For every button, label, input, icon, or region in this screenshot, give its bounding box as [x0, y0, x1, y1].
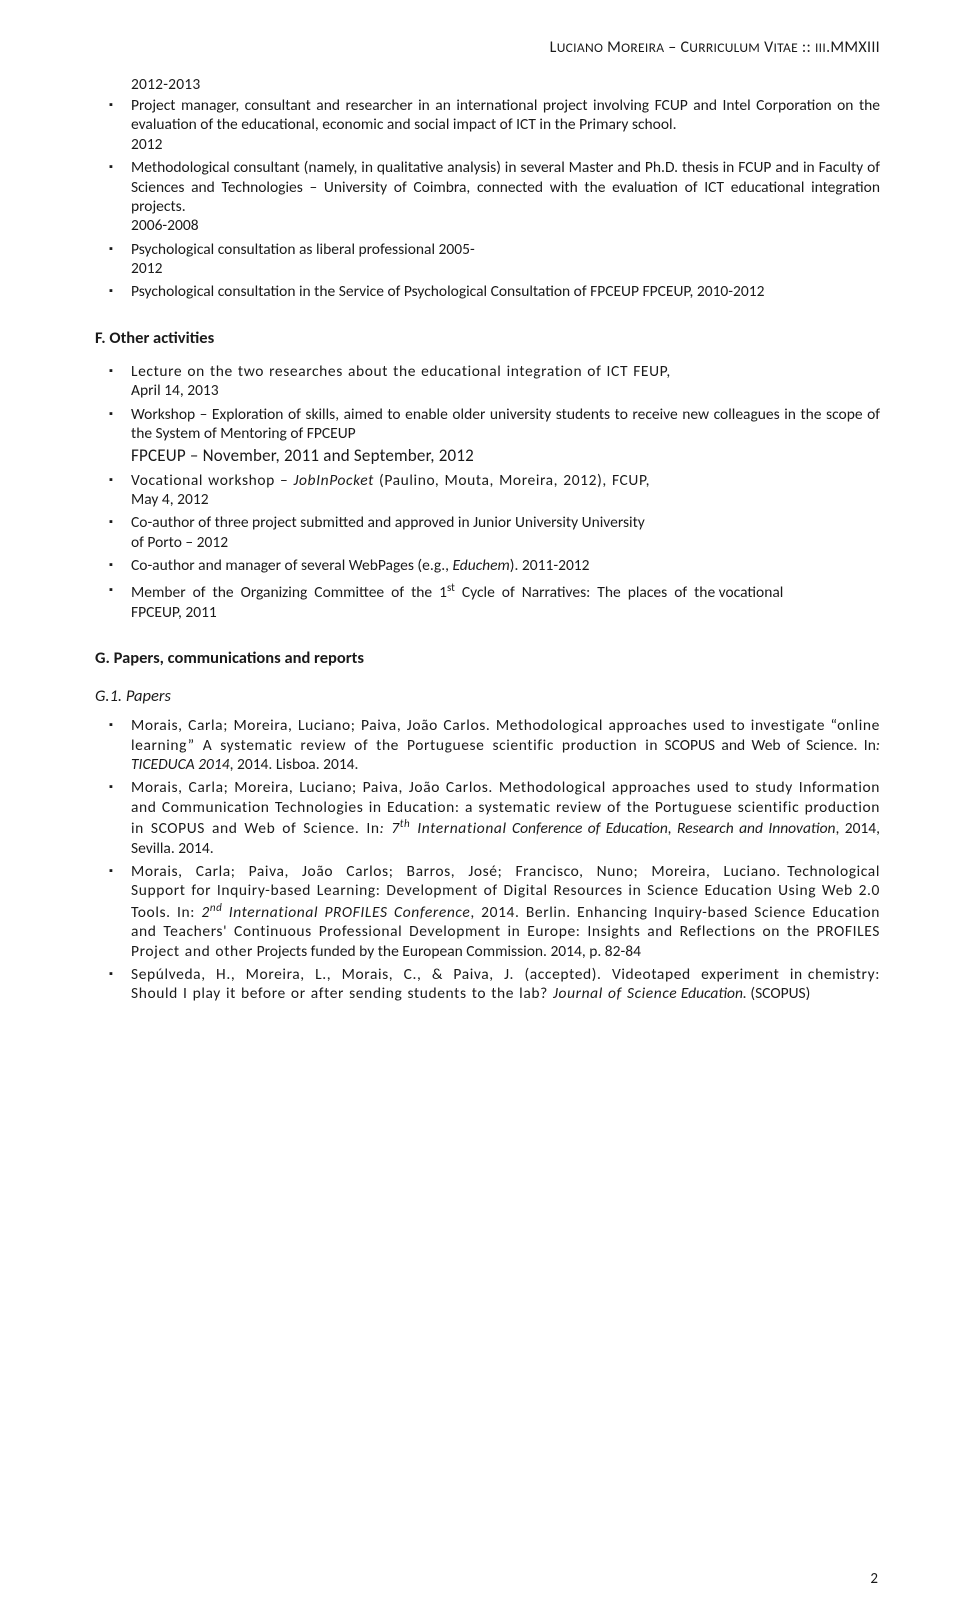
subsection-g1-title: G.1. Papers: [95, 686, 880, 706]
list-item: Project manager, consultant and research…: [131, 96, 880, 154]
page-number: 2: [870, 1570, 878, 1588]
list-item: Morais, Carla; Paiva, João Carlos; Barro…: [131, 862, 880, 961]
list-item: Vocational workshop – JobInPocket (Pauli…: [131, 471, 880, 510]
list-item: Morais, Carla; Moreira, Luciano; Paiva, …: [131, 778, 880, 858]
running-head: LUCIANO MOREIRA – CURRICULUM VITAE :: II…: [95, 38, 880, 57]
list-item: Lecture on the two researches about the …: [131, 362, 880, 401]
list-item: Co-author and manager of several WebPage…: [131, 556, 880, 575]
professional-list: Project manager, consultant and research…: [95, 96, 880, 302]
other-activities-list: Lecture on the two researches about the …: [95, 362, 880, 623]
section-f-title: F. Other activities: [95, 328, 880, 348]
list-item: Member of the Organizing Committee of th…: [131, 581, 880, 622]
list-item: Workshop – Exploration of skills, aimed …: [131, 405, 880, 467]
date-range-top: 2012-2013: [131, 75, 880, 94]
list-item: Sepúlveda, H., Moreira, L., Morais, C., …: [131, 965, 880, 1004]
papers-list: Morais, Carla; Moreira, Luciano; Paiva, …: [95, 716, 880, 1004]
list-item: Morais, Carla; Moreira, Luciano; Paiva, …: [131, 716, 880, 774]
list-item: Psychological consultation in the Servic…: [131, 282, 880, 301]
list-item: Methodological consultant (namely, in qu…: [131, 158, 880, 236]
section-g-title: G. Papers, communications and reports: [95, 648, 880, 668]
list-item: Psychological consultation as liberal pr…: [131, 240, 880, 279]
list-item: Co-author of three project submitted and…: [131, 513, 880, 552]
